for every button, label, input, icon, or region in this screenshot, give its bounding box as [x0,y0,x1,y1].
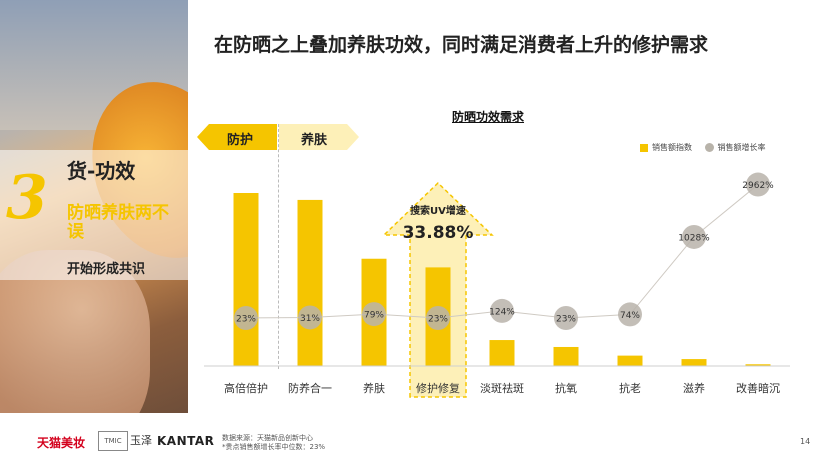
bar-9 [745,364,771,366]
legend-line-label: 销售额增长率 [717,143,766,152]
page-title: 在防晒之上叠加养肤功效，同时满足消费者上升的修护需求 [214,34,709,56]
source-footnote: *贵点销售额增长率中位数：23% [222,443,326,451]
logo-yuze: 玉泽 [130,434,152,447]
x-tick-label-6: 抗氧 [555,381,577,395]
growth-label-1: 23% [236,315,256,325]
growth-label-5: 124% [489,307,515,317]
bar-2 [297,199,323,366]
section-divider [278,124,279,369]
x-tick-label-9: 改善暗沉 [736,381,780,395]
growth-marker-1 [234,306,258,330]
growth-line [245,184,759,319]
x-tick-label-3: 养肤 [363,381,385,395]
logo-tmall-beauty: 天猫美妆 [37,436,86,450]
callout-value: 33.88% [403,223,474,243]
x-tick-label-1: 高倍倍护 [224,381,268,395]
tag-skincare: 养肤 [279,124,359,150]
growth-label-9: 2962% [742,181,774,191]
logo-kantar: KANTAR [157,434,215,448]
growth-marker-4 [426,306,450,330]
page-number: 14 [800,437,811,446]
bar-1 [233,193,259,366]
growth-label-7: 74% [620,311,640,321]
growth-label-8: 1028% [678,233,710,243]
growth-marker-9 [746,172,770,197]
growth-label-4: 23% [428,315,448,325]
tag-protect-label: 防护 [227,133,254,148]
section-heading: 货-功效 [67,159,136,183]
section-number: 3 [6,163,48,233]
bar-5 [489,340,515,366]
section-caption: 开始形成共识 [67,262,146,277]
growth-marker-5 [490,298,514,323]
logo-tmic: TMIC [98,431,128,451]
x-tick-label-7: 抗老 [619,381,641,395]
legend-bar-swatch [640,143,648,152]
legend-line-swatch [704,143,714,152]
growth-marker-6 [554,306,578,330]
x-tick-label-2: 防养合一 [288,381,332,395]
legend-bar-label: 销售额指数 [652,143,692,152]
bar-6 [553,346,579,366]
growth-marker-3 [362,302,386,327]
growth-marker-8 [682,224,706,249]
side-overlay [0,150,188,280]
bar-7 [617,355,643,366]
x-tick-label-8: 滋养 [683,381,705,395]
growth-label-6: 23% [556,315,576,325]
growth-marker-2 [298,305,322,330]
x-tick-label-4: 修护修复 [416,381,460,395]
chart-title: 防晒功效需求 [452,110,525,124]
bar-8 [681,359,707,366]
callout-label: 搜索UV增速 [410,204,466,217]
tag-protect: 防护 [197,124,277,150]
chart-legend: 销售额指数 销售额增长率 [640,142,766,153]
growth-label-2: 31% [300,314,320,324]
x-tick-label-5: 淡斑祛斑 [480,381,524,395]
growth-label-3: 79% [364,311,384,321]
growth-marker-7 [618,302,642,327]
source-note: 数据来源：天猫新品创新中心 [222,434,313,442]
tag-skincare-label: 养肤 [301,133,328,148]
section-subtitle: 防晒养肤两不误 [67,203,169,242]
